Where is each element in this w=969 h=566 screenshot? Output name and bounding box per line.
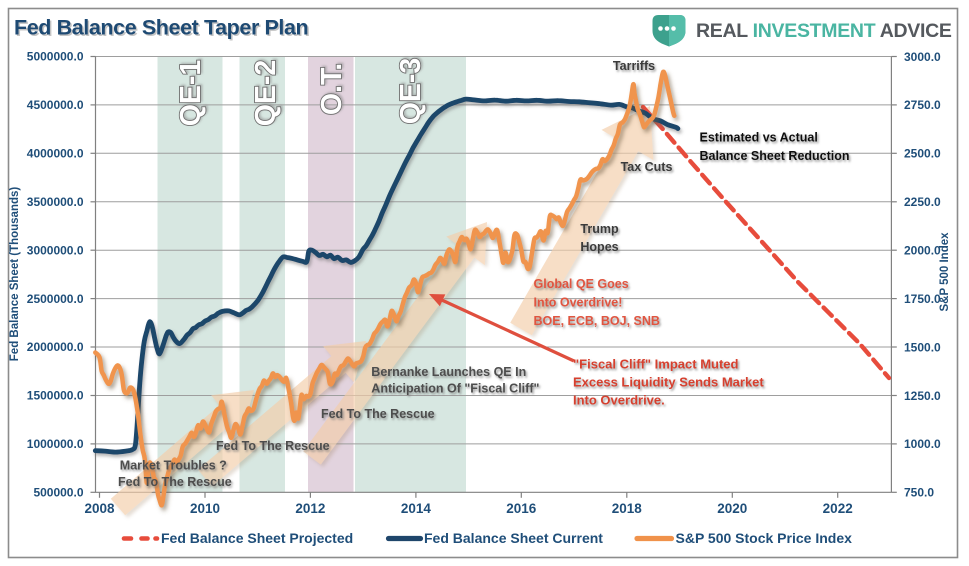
svg-text:5000000.0: 5000000.0 bbox=[27, 50, 84, 64]
svg-text:1250.0: 1250.0 bbox=[904, 389, 941, 403]
svg-text:QE-1: QE-1 bbox=[175, 60, 207, 127]
svg-text:4500000.0: 4500000.0 bbox=[27, 98, 84, 112]
svg-text:4000000.0: 4000000.0 bbox=[27, 147, 84, 161]
svg-text:2012: 2012 bbox=[295, 501, 325, 516]
svg-text:Excess Liquidity Sends Market: Excess Liquidity Sends Market bbox=[573, 375, 764, 390]
svg-text:BOE, ECB, BOJ, SNB: BOE, ECB, BOJ, SNB bbox=[534, 314, 660, 328]
svg-text:S&P 500 Index: S&P 500 Index bbox=[939, 232, 951, 312]
svg-text:3000000.0: 3000000.0 bbox=[27, 243, 84, 257]
svg-text:750.0: 750.0 bbox=[904, 486, 934, 500]
svg-text:QE-2: QE-2 bbox=[250, 60, 282, 127]
svg-text:2020: 2020 bbox=[717, 501, 747, 516]
svg-text:Estimated vs Actual: Estimated vs Actual bbox=[700, 131, 818, 145]
svg-text:Fed To The Rescue: Fed To The Rescue bbox=[321, 407, 435, 421]
svg-text:Into Overdrive.: Into Overdrive. bbox=[573, 393, 665, 408]
svg-text:O.T.: O.T. bbox=[316, 63, 348, 115]
svg-text:2750.0: 2750.0 bbox=[904, 98, 941, 112]
svg-text:1500.0: 1500.0 bbox=[904, 340, 941, 354]
svg-text:Fed Balance Sheet Taper Plan: Fed Balance Sheet Taper Plan bbox=[14, 16, 308, 40]
svg-text:2500000.0: 2500000.0 bbox=[27, 292, 84, 306]
svg-text:Fed Balance Sheet Current: Fed Balance Sheet Current bbox=[424, 530, 603, 546]
svg-text:2022: 2022 bbox=[823, 501, 853, 516]
svg-text:2016: 2016 bbox=[506, 501, 537, 516]
svg-text:2000.0: 2000.0 bbox=[904, 244, 941, 258]
svg-text:1000.0: 1000.0 bbox=[904, 437, 941, 451]
svg-text:Into Overdrive!: Into Overdrive! bbox=[534, 296, 623, 310]
svg-text:Fed To The Rescue: Fed To The Rescue bbox=[118, 475, 232, 489]
svg-text:2000000.0: 2000000.0 bbox=[27, 340, 84, 354]
svg-text:Bernanke Launches QE In: Bernanke Launches QE In bbox=[371, 365, 526, 379]
svg-text:Fed To The Rescue: Fed To The Rescue bbox=[216, 439, 330, 453]
svg-text:Market Troubles ?: Market Troubles ? bbox=[120, 458, 227, 472]
svg-text:1750.0: 1750.0 bbox=[904, 292, 941, 306]
svg-text:S&P 500 Stock Price Index: S&P 500 Stock Price Index bbox=[676, 530, 853, 546]
svg-text:"Fiscal Cliff" Impact Muted: "Fiscal Cliff" Impact Muted bbox=[573, 357, 739, 372]
svg-text:Balance Sheet Reduction: Balance Sheet Reduction bbox=[700, 149, 850, 163]
svg-text:1000000.0: 1000000.0 bbox=[27, 437, 84, 451]
svg-text:2014: 2014 bbox=[401, 501, 432, 516]
svg-text:Fed Balance Sheet Projected: Fed Balance Sheet Projected bbox=[161, 530, 353, 546]
svg-text:2008: 2008 bbox=[84, 501, 115, 516]
svg-text:Anticipation Of "Fiscal Cliff": Anticipation Of "Fiscal Cliff" bbox=[371, 382, 539, 396]
svg-text:QE-3: QE-3 bbox=[395, 58, 427, 125]
svg-text:Fed Balance Sheet Taper Plan: Fed Balance Sheet Taper Plan bbox=[16, 17, 310, 41]
svg-text:Trump: Trump bbox=[580, 222, 619, 236]
svg-text:2500.0: 2500.0 bbox=[904, 147, 941, 161]
svg-text:2018: 2018 bbox=[612, 501, 643, 516]
svg-text:3500000.0: 3500000.0 bbox=[27, 195, 84, 209]
svg-text:Tarriffs: Tarriffs bbox=[613, 59, 655, 73]
svg-text:1500000.0: 1500000.0 bbox=[27, 389, 84, 403]
svg-text:REAL INVESTMENT ADVICE: REAL INVESTMENT ADVICE bbox=[696, 20, 952, 42]
svg-text:3000.0: 3000.0 bbox=[904, 50, 941, 64]
svg-text:500000.0: 500000.0 bbox=[33, 486, 83, 500]
svg-text:Tax Cuts: Tax Cuts bbox=[621, 160, 673, 174]
svg-text:Global QE Goes: Global QE Goes bbox=[534, 277, 629, 291]
svg-text:2250.0: 2250.0 bbox=[904, 195, 941, 209]
svg-text:Hopes: Hopes bbox=[580, 240, 618, 254]
svg-text:2010: 2010 bbox=[190, 501, 220, 516]
svg-text:Fed Balance Sheet (Thousands): Fed Balance Sheet (Thousands) bbox=[9, 187, 21, 362]
